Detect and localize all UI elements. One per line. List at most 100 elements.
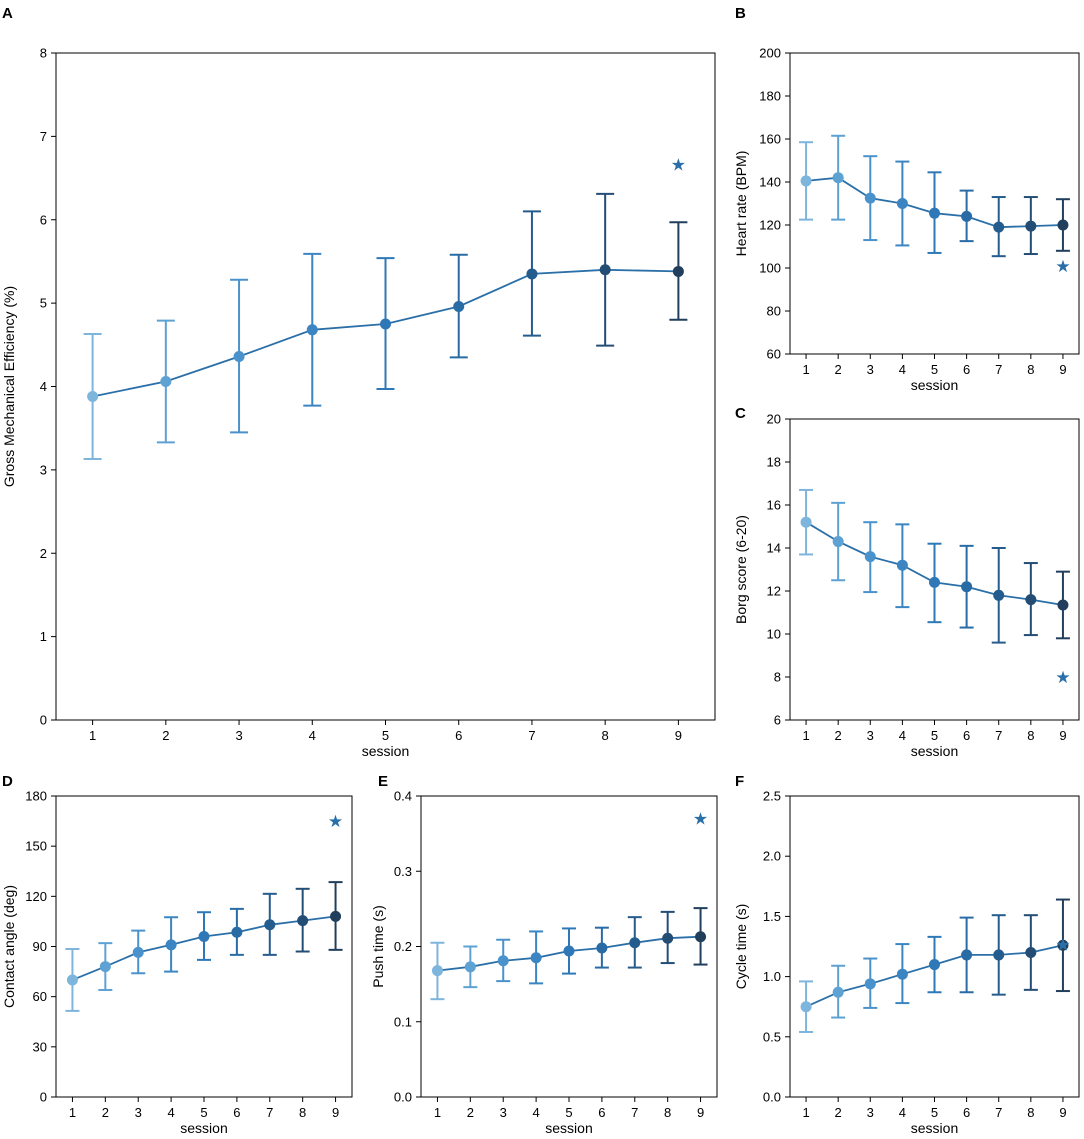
x-tick-label: 5 bbox=[565, 1105, 572, 1120]
x-tick-label: 3 bbox=[500, 1105, 507, 1120]
data-point bbox=[99, 961, 111, 973]
x-tick-label: 7 bbox=[631, 1105, 638, 1120]
data-point bbox=[165, 939, 177, 951]
y-axis-label: Borg score (6-20) bbox=[733, 515, 749, 624]
x-tick-label: 4 bbox=[532, 1105, 539, 1120]
x-tick-label: 2 bbox=[835, 1105, 842, 1120]
data-point bbox=[596, 942, 608, 954]
significance-star: ★ bbox=[1055, 668, 1070, 687]
data-point bbox=[233, 350, 245, 362]
y-tick-label: 1 bbox=[40, 629, 47, 644]
x-tick-label: 7 bbox=[528, 728, 535, 743]
data-point bbox=[961, 949, 973, 961]
x-tick-label: 1 bbox=[69, 1105, 76, 1120]
data-point bbox=[929, 576, 940, 588]
significance-star: ★ bbox=[671, 156, 686, 175]
x-axis-label: session bbox=[911, 743, 958, 759]
x-tick-label: 9 bbox=[1059, 1105, 1066, 1120]
y-tick-label: 2.0 bbox=[763, 849, 781, 864]
significance-star: ★ bbox=[1055, 257, 1070, 276]
x-tick-label: 8 bbox=[1027, 362, 1034, 377]
y-tick-label: 30 bbox=[33, 1039, 47, 1054]
data-point bbox=[1025, 220, 1037, 232]
x-tick-label: 4 bbox=[899, 1105, 906, 1120]
y-tick-label: 4 bbox=[40, 379, 47, 394]
data-point bbox=[297, 915, 309, 927]
y-tick-label: 2 bbox=[40, 546, 47, 561]
data-point bbox=[264, 919, 276, 931]
y-tick-label: 8 bbox=[40, 46, 47, 61]
data-point bbox=[864, 192, 876, 204]
data-point bbox=[563, 945, 575, 957]
data-point bbox=[961, 581, 973, 593]
data-point bbox=[66, 974, 78, 986]
x-tick-label: 9 bbox=[332, 1105, 339, 1120]
data-point bbox=[929, 207, 940, 219]
data-point bbox=[832, 172, 844, 184]
data-point bbox=[961, 210, 973, 222]
data-point bbox=[431, 965, 443, 977]
y-tick-label: 0.0 bbox=[763, 1090, 781, 1105]
data-point bbox=[929, 959, 940, 971]
x-tick-label: 8 bbox=[602, 728, 609, 743]
data-point bbox=[662, 932, 674, 944]
y-tick-label: 0.4 bbox=[394, 789, 412, 804]
x-tick-label: 3 bbox=[135, 1105, 142, 1120]
panel-a: 0 1 2 3 4 5 6 7 8 1 2 3 4 5 6 7 8 9 session Gross Mechanica… bbox=[1, 5, 716, 759]
significance-star: ★ bbox=[328, 812, 343, 831]
data-point bbox=[464, 961, 476, 973]
y-tick-label: 1.0 bbox=[763, 969, 781, 984]
x-tick-label: 9 bbox=[1059, 362, 1066, 377]
x-axis-label: session bbox=[545, 1120, 592, 1136]
x-tick-label: 8 bbox=[1027, 728, 1034, 743]
data-point bbox=[993, 589, 1005, 601]
y-tick-label: 140 bbox=[759, 175, 781, 190]
y-axis-label: Contact angle (deg) bbox=[1, 885, 17, 1008]
data-point bbox=[832, 536, 844, 548]
y-tick-label: 12 bbox=[767, 584, 781, 599]
panel-d: 0 30 60 90 120 150 180 1 2 3 4 5 6 7 8 9 session Contact … bbox=[1, 773, 353, 1136]
panel-e: 0.0 0.1 0.2 0.3 0.4 1 2 3 4 5 6 7 8 9 session Push time… bbox=[370, 773, 718, 1136]
x-tick-label: 6 bbox=[233, 1105, 240, 1120]
data-point bbox=[526, 268, 538, 280]
x-tick-label: 4 bbox=[899, 728, 906, 743]
y-tick-label: 1.5 bbox=[763, 909, 781, 924]
y-tick-label: 7 bbox=[40, 129, 47, 144]
x-tick-label: 6 bbox=[598, 1105, 605, 1120]
panel-letter: E bbox=[378, 773, 388, 790]
x-tick-label: 3 bbox=[867, 1105, 874, 1120]
x-tick-label: 4 bbox=[309, 728, 316, 743]
y-tick-label: 120 bbox=[25, 889, 47, 904]
panel-letter: C bbox=[735, 405, 746, 422]
y-axis-label: Push time (s) bbox=[370, 905, 386, 987]
x-axis-label: session bbox=[362, 743, 409, 759]
data-point bbox=[1025, 947, 1037, 959]
data-point bbox=[1057, 219, 1069, 231]
data-point bbox=[1057, 939, 1069, 951]
data-point bbox=[1057, 599, 1069, 611]
data-point bbox=[330, 910, 342, 922]
x-tick-label: 9 bbox=[675, 728, 682, 743]
y-tick-label: 0.0 bbox=[394, 1090, 412, 1105]
y-tick-label: 0.3 bbox=[394, 864, 412, 879]
x-tick-label: 2 bbox=[835, 728, 842, 743]
panel-letter: B bbox=[735, 5, 746, 22]
x-tick-label: 3 bbox=[867, 728, 874, 743]
x-tick-label: 3 bbox=[867, 362, 874, 377]
x-tick-label: 5 bbox=[200, 1105, 207, 1120]
x-tick-label: 5 bbox=[382, 728, 389, 743]
data-point bbox=[864, 978, 876, 990]
y-axis-label: Heart rate (BPM) bbox=[733, 151, 749, 257]
x-tick-label: 8 bbox=[299, 1105, 306, 1120]
x-tick-label: 2 bbox=[467, 1105, 474, 1120]
y-tick-label: 14 bbox=[767, 541, 781, 556]
x-tick-label: 4 bbox=[167, 1105, 174, 1120]
y-tick-label: 16 bbox=[767, 498, 781, 513]
x-tick-label: 8 bbox=[1027, 1105, 1034, 1120]
y-tick-label: 0 bbox=[40, 713, 47, 728]
x-tick-label: 9 bbox=[697, 1105, 704, 1120]
data-point bbox=[864, 551, 876, 563]
data-point bbox=[132, 946, 144, 958]
